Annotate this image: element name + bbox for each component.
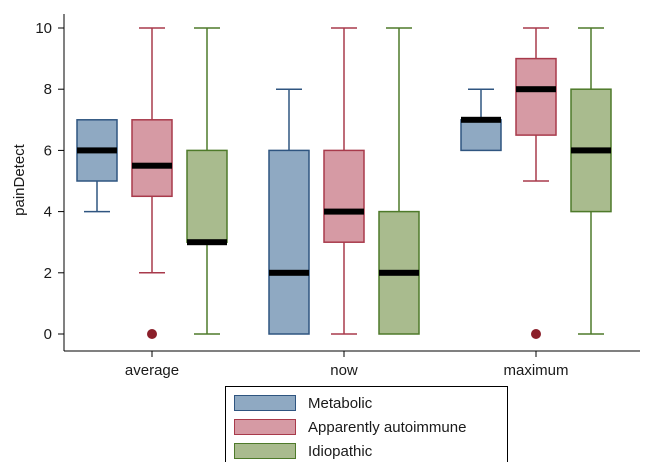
legend-swatch-idiopathic bbox=[234, 443, 296, 459]
iqr-box-idiopathic-average bbox=[186, 149, 228, 243]
median-apparently-autoimmune-average bbox=[132, 162, 172, 169]
iqr-box-apparently-autoimmune-average bbox=[131, 119, 173, 198]
median-metabolic-maximum bbox=[461, 116, 501, 123]
y-tick-label-0: 0 bbox=[44, 326, 52, 343]
median-apparently-autoimmune-now bbox=[324, 208, 364, 215]
box-metabolic-maximum bbox=[460, 88, 502, 152]
y-tick-label-10: 10 bbox=[35, 20, 52, 37]
series-apparently-autoimmune bbox=[131, 27, 557, 339]
legend-label-apparently-autoimmune: Apparently autoimmune bbox=[308, 418, 467, 436]
median-metabolic-average bbox=[77, 147, 117, 154]
legend-swatch-metabolic bbox=[234, 395, 296, 411]
outlier-apparently-autoimmune-maximum-0 bbox=[531, 329, 541, 339]
median-idiopathic-now bbox=[379, 269, 419, 276]
y-tick-label-2: 2 bbox=[44, 265, 52, 282]
x-tick-label-now: now bbox=[330, 362, 358, 379]
box-apparently-autoimmune-maximum bbox=[515, 27, 557, 339]
iqr-box-metabolic-maximum bbox=[460, 119, 502, 152]
y-axis: 0 2 4 6 8 10 bbox=[35, 14, 65, 351]
y-tick-label-4: 4 bbox=[44, 204, 52, 221]
series-metabolic bbox=[76, 88, 502, 335]
box-metabolic-now bbox=[268, 88, 310, 335]
legend-item-metabolic: Metabolic bbox=[234, 393, 372, 413]
y-axis-title: painDetect bbox=[11, 143, 28, 216]
iqr-box-apparently-autoimmune-now bbox=[323, 149, 365, 243]
median-idiopathic-maximum bbox=[571, 147, 611, 154]
y-tick-label-6: 6 bbox=[44, 142, 52, 159]
legend-item-apparently-autoimmune: Apparently autoimmune bbox=[234, 417, 466, 437]
y-tick-label-8: 8 bbox=[44, 81, 52, 98]
box-metabolic-average bbox=[76, 119, 118, 213]
median-idiopathic-average bbox=[187, 239, 227, 246]
median-apparently-autoimmune-maximum bbox=[516, 86, 556, 93]
box-plot-chart: 0 2 4 6 8 10 average now maximum painDetect bbox=[11, 14, 640, 379]
iqr-box-metabolic-now bbox=[268, 149, 310, 335]
legend-label-metabolic: Metabolic bbox=[308, 394, 373, 412]
legend-label-idiopathic: Idiopathic bbox=[308, 442, 373, 460]
legend-item-idiopathic: Idiopathic bbox=[234, 441, 372, 461]
outlier-apparently-autoimmune-average-0 bbox=[147, 329, 157, 339]
box-idiopathic-maximum bbox=[570, 27, 612, 335]
legend: Metabolic Apparently autoimmune Idiopath… bbox=[225, 386, 508, 462]
box-apparently-autoimmune-now bbox=[323, 27, 365, 335]
box-apparently-autoimmune-average bbox=[131, 27, 173, 339]
box-idiopathic-now bbox=[378, 27, 420, 335]
series-idiopathic bbox=[186, 27, 612, 335]
legend-swatch-apparently-autoimmune bbox=[234, 419, 296, 435]
x-axis: average now maximum bbox=[64, 350, 640, 379]
x-tick-label-maximum: maximum bbox=[503, 362, 568, 379]
x-tick-label-average: average bbox=[125, 362, 179, 379]
iqr-box-apparently-autoimmune-maximum bbox=[515, 57, 557, 136]
box-idiopathic-average bbox=[186, 27, 228, 335]
box-plot-series bbox=[76, 27, 612, 339]
median-metabolic-now bbox=[269, 269, 309, 276]
